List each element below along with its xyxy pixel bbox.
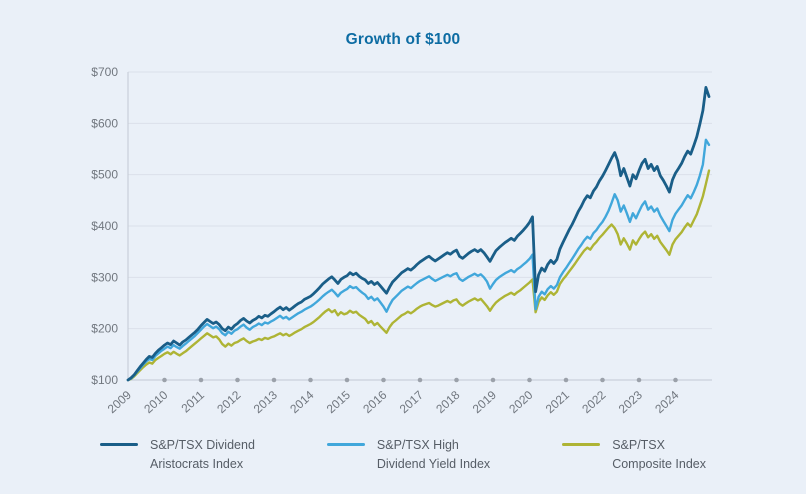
composite-line-swatch xyxy=(562,443,601,446)
aristocrats-line-swatch xyxy=(99,443,138,446)
x-tick-dot xyxy=(162,377,167,383)
legend-label-line: Composite Index xyxy=(612,456,706,471)
x-tick-label: 2009 xyxy=(105,388,134,416)
x-tick-dot xyxy=(636,377,642,383)
legend-label-high-dividend-yield: S&P/TSX High Dividend Yield Index xyxy=(377,436,490,474)
chart-title: Growth of $100 xyxy=(345,31,461,48)
y-tick-label: $600 xyxy=(91,116,118,130)
y-tick-label: $300 xyxy=(91,270,118,284)
series-line-0 xyxy=(126,85,711,382)
x-tick-label: 2022 xyxy=(579,388,608,416)
chart-legend: S&P/TSX Dividend Aristocrats Index S&P/T… xyxy=(0,436,806,474)
legend-item-high-dividend-yield: S&P/TSX High Dividend Yield Index xyxy=(326,436,490,474)
legend-label-composite: S&P/TSX Composite Index xyxy=(612,436,706,474)
x-tick-dot xyxy=(600,377,605,383)
x-tick-dot xyxy=(454,377,459,383)
x-tick-dot xyxy=(271,377,277,383)
legend-item-aristocrats: S&P/TSX Dividend Aristocrats Index xyxy=(99,436,255,474)
x-tick-label: 2014 xyxy=(287,388,316,416)
x-tick-label: 2017 xyxy=(397,388,426,416)
x-tick-label: 2018 xyxy=(433,388,462,416)
x-tick-dot xyxy=(235,377,240,383)
x-tick-dot xyxy=(527,377,532,383)
legend-item-composite: S&P/TSX Composite Index xyxy=(562,436,706,474)
y-tick-label: $200 xyxy=(91,322,118,336)
x-tick-label: 2021 xyxy=(543,388,572,416)
y-tick-label: $100 xyxy=(91,373,118,387)
legend-label-line: Aristocrats Index xyxy=(149,456,244,471)
x-tick-label: 2024 xyxy=(652,388,681,416)
x-tick-dot xyxy=(381,377,386,383)
legend-label-line: S&P/TSX Dividend xyxy=(149,438,255,452)
x-tick-label: 2015 xyxy=(324,388,353,416)
y-tick-label: $400 xyxy=(91,219,118,233)
legend-label-line: S&P/TSX High xyxy=(376,438,459,452)
x-tick-dot xyxy=(344,377,350,383)
x-tick-label: 2016 xyxy=(360,388,389,416)
x-tick-label: 2023 xyxy=(616,388,645,416)
series-line-2 xyxy=(126,169,711,382)
y-tick-label: $700 xyxy=(91,65,118,79)
series-line-1 xyxy=(126,138,711,382)
x-tick-label: 2011 xyxy=(178,388,207,416)
x-tick-dot xyxy=(673,377,678,383)
x-tick-label: 2010 xyxy=(141,388,170,416)
legend-label-aristocrats: S&P/TSX Dividend Aristocrats Index xyxy=(150,436,255,474)
x-tick-dot xyxy=(417,377,423,383)
y-tick-label: $500 xyxy=(91,168,118,182)
legend-label-line: S&P/TSX xyxy=(612,438,665,452)
x-tick-dot xyxy=(490,377,496,383)
x-tick-dot xyxy=(198,377,204,383)
x-tick-label: 2012 xyxy=(214,388,243,416)
x-tick-label: 2013 xyxy=(251,388,280,416)
x-tick-label: 2020 xyxy=(506,388,535,416)
legend-label-line: Dividend Yield Index xyxy=(376,456,491,471)
x-tick-label: 2019 xyxy=(470,388,499,416)
x-tick-dot xyxy=(563,377,569,383)
growth-line-chart: $100 $200 $300 $400 $500 $600 $700 2009 2010 2011… xyxy=(91,65,712,416)
high-dividend-yield-line-swatch xyxy=(326,443,365,446)
x-tick-dot xyxy=(308,377,313,383)
